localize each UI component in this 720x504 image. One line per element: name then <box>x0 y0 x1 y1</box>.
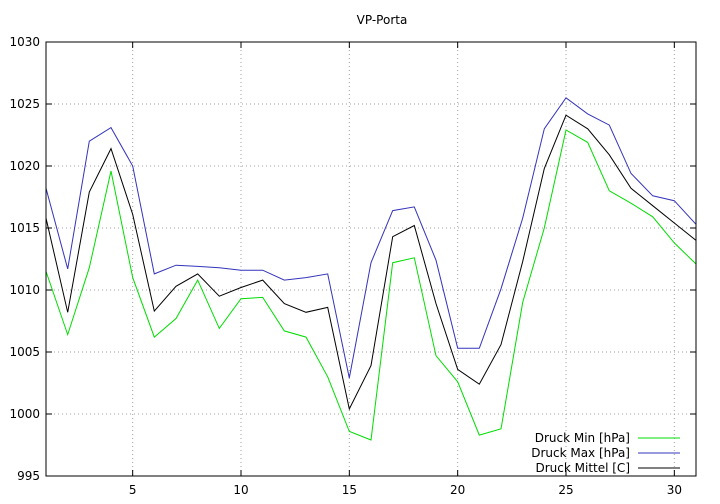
y-tick-label: 1015 <box>9 221 40 235</box>
x-tick-label: 20 <box>450 483 465 497</box>
legend-label: Druck Max [hPa] <box>531 446 630 460</box>
series-line <box>45 114 697 411</box>
legend-label: Druck Min [hPa] <box>535 431 630 445</box>
legend: Druck Min [hPa]Druck Max [hPa]Druck Mitt… <box>531 431 680 475</box>
y-tick-label: 1000 <box>9 407 40 421</box>
plot-frame <box>45 41 697 477</box>
legend-label: Druck Mittel [C] <box>535 461 630 475</box>
x-tick-label: 15 <box>342 483 357 497</box>
series-line <box>45 97 697 379</box>
x-tick-label: 10 <box>233 483 248 497</box>
y-tick-label: 1025 <box>9 97 40 111</box>
y-tick-label: 1005 <box>9 345 40 359</box>
y-tick-label: 1010 <box>9 283 40 297</box>
x-tick-label: 5 <box>129 483 137 497</box>
chart-title: VP-Porta <box>357 13 408 27</box>
series-line <box>45 129 697 441</box>
series-lines <box>45 97 697 441</box>
x-tick-label: 25 <box>558 483 573 497</box>
y-tick-label: 995 <box>17 469 40 483</box>
y-tick-label: 1020 <box>9 159 40 173</box>
y-tick-label: 1030 <box>9 35 40 49</box>
x-tick-label: 30 <box>667 483 682 497</box>
grid-lines <box>46 42 696 476</box>
